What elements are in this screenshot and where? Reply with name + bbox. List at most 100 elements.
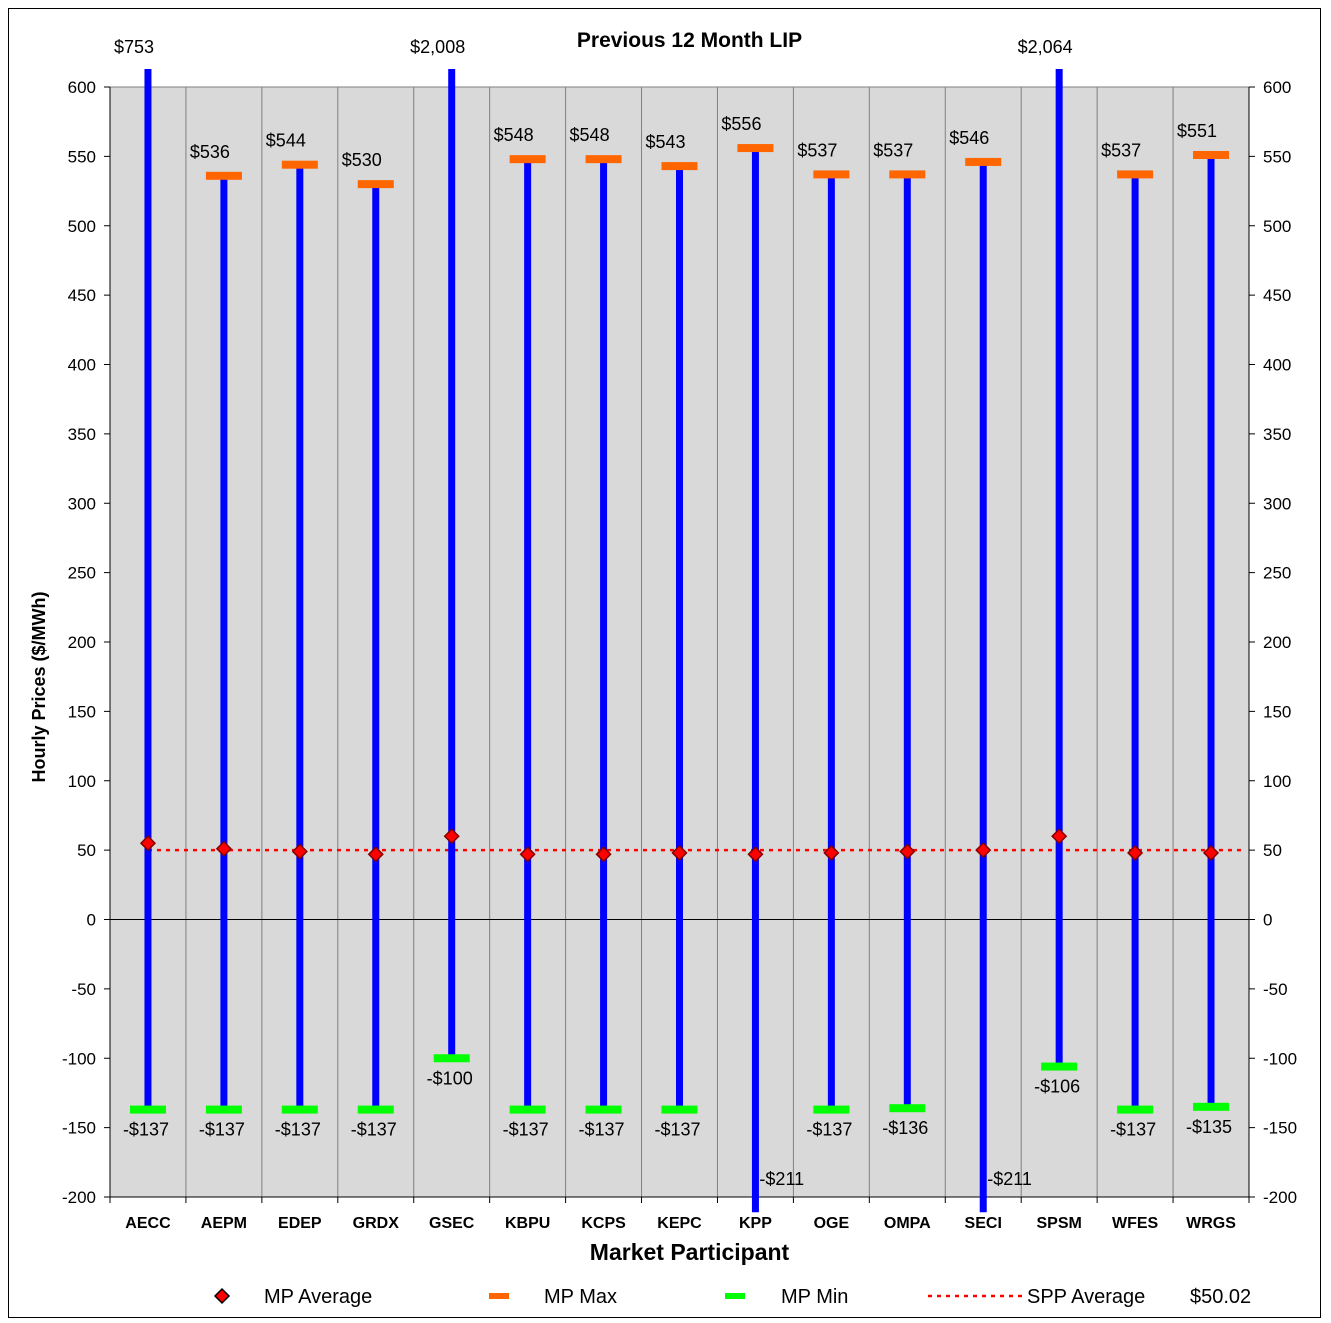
y-tick-label-right: 0 [1263, 911, 1272, 930]
y-tick-label-left: 400 [68, 356, 96, 375]
max-marker [813, 170, 850, 179]
min-label: -$100 [427, 1068, 473, 1088]
average-marker [595, 846, 612, 863]
average-marker [1127, 844, 1144, 861]
min-marker [357, 1105, 394, 1114]
x-tick-label: EDEP [278, 1215, 322, 1232]
y-tick-label-right: 250 [1263, 564, 1291, 583]
spp-average-value: $50.02 [1190, 1286, 1251, 1308]
average-marker [443, 828, 460, 845]
y-tick-label-left: 350 [68, 425, 96, 444]
x-tick-label: OGE [814, 1215, 850, 1232]
x-tick-label: OMPA [884, 1215, 931, 1232]
max-marker [889, 170, 926, 179]
y-tick-label-right: 350 [1263, 425, 1291, 444]
y-tick-label-left: 600 [68, 78, 96, 97]
average-marker [519, 846, 536, 863]
max-label: $548 [570, 125, 610, 145]
y-tick-label-right: 150 [1263, 702, 1291, 721]
average-marker [671, 844, 688, 861]
chart-title: Previous 12 Month LIP [577, 29, 802, 52]
average-marker [1051, 828, 1068, 845]
y-tick-label-left: 550 [68, 147, 96, 166]
legend-max-label: MP Max [544, 1286, 617, 1308]
y-tick-label-left: 500 [68, 217, 96, 236]
x-tick-label: WRGS [1186, 1215, 1236, 1232]
y-tick-label-left: 0 [87, 911, 96, 930]
min-marker [1117, 1105, 1154, 1114]
y-tick-label-right: -200 [1263, 1188, 1297, 1207]
min-label: -$211 [987, 1169, 1032, 1189]
legend-spp-label: SPP Average [1027, 1286, 1145, 1308]
max-label: $537 [873, 140, 913, 160]
max-label: $548 [494, 125, 534, 145]
max-label: $2,064 [1018, 37, 1073, 57]
y-tick-label-left: 450 [68, 286, 96, 305]
max-label: $537 [1101, 140, 1141, 160]
min-marker [433, 1054, 470, 1063]
average-marker [747, 846, 764, 863]
min-label: -$137 [806, 1120, 852, 1140]
x-tick-label: GRDX [353, 1215, 400, 1232]
min-label: -$137 [275, 1120, 321, 1140]
y-tick-label-left: 200 [68, 633, 96, 652]
legend-average-symbol [213, 1287, 231, 1305]
y-tick-label-right: 200 [1263, 633, 1291, 652]
y-axis-title: Hourly Prices ($/MWh) [29, 591, 49, 782]
x-tick-label: KPP [739, 1215, 772, 1232]
min-label: -$211 [759, 1169, 804, 1189]
min-marker [129, 1105, 166, 1114]
x-tick-label: KEPC [657, 1215, 702, 1232]
y-tick-label-left: 300 [68, 494, 96, 513]
max-label: $546 [949, 128, 989, 148]
x-tick-label: AECC [125, 1215, 171, 1232]
min-marker [889, 1104, 926, 1113]
y-tick-label-left: -150 [62, 1119, 96, 1138]
legend-min-label: MP Min [781, 1286, 848, 1308]
min-label: -$137 [503, 1120, 549, 1140]
legend-max-symbol [489, 1293, 509, 1299]
y-tick-label-left: 150 [68, 702, 96, 721]
average-marker [1202, 844, 1220, 861]
max-label: $551 [1177, 121, 1217, 141]
x-tick-label: SPSM [1036, 1215, 1081, 1232]
x-tick-label: SECI [965, 1215, 1002, 1232]
y-tick-label-right: 400 [1263, 356, 1291, 375]
max-label: $556 [721, 114, 761, 134]
max-label: $543 [645, 132, 685, 152]
y-tick-label-right: 500 [1263, 217, 1291, 236]
average-marker [975, 842, 992, 859]
y-tick-label-left: -200 [62, 1188, 96, 1207]
y-tick-label-right: 450 [1263, 286, 1291, 305]
max-label: $536 [190, 142, 230, 162]
min-label: -$136 [882, 1118, 928, 1138]
x-tick-label: WFES [1112, 1215, 1159, 1232]
max-label: $544 [266, 131, 306, 151]
average-marker [291, 843, 308, 860]
legend-min-symbol [725, 1293, 745, 1299]
max-marker [205, 171, 242, 180]
max-marker [661, 162, 698, 171]
max-marker [585, 155, 622, 164]
min-marker [1193, 1102, 1230, 1111]
min-marker [281, 1105, 318, 1114]
min-label: -$137 [199, 1120, 245, 1140]
min-label: -$137 [579, 1120, 625, 1140]
min-label: -$137 [1110, 1120, 1156, 1140]
min-label: -$137 [351, 1120, 397, 1140]
y-tick-label-right: 300 [1263, 494, 1291, 513]
average-marker [367, 846, 384, 863]
average-marker [215, 840, 232, 857]
y-tick-label-right: -100 [1263, 1049, 1297, 1068]
y-tick-label-right: -150 [1263, 1119, 1297, 1138]
max-label: $530 [342, 150, 382, 170]
max-marker [737, 144, 774, 153]
y-tick-label-right: 600 [1263, 78, 1291, 97]
y-tick-label-left: -100 [62, 1049, 96, 1068]
y-tick-label-left: -50 [71, 980, 96, 999]
max-marker [281, 160, 318, 169]
legend-average-label: MP Average [264, 1286, 372, 1308]
min-marker [813, 1105, 850, 1114]
y-tick-label-left: 50 [77, 841, 96, 860]
